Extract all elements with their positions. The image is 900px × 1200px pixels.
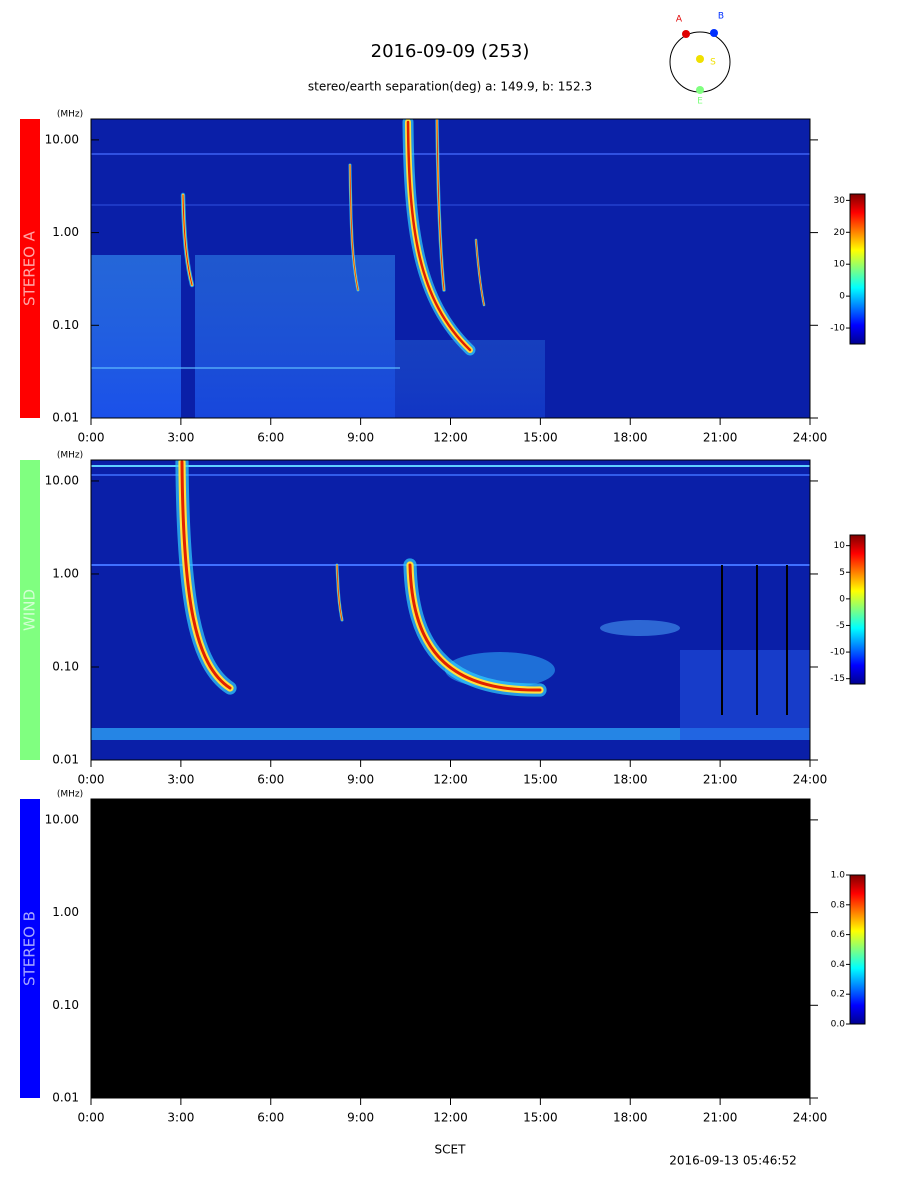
x-tick-label: 21:00 xyxy=(703,773,738,787)
colorbar-tick-label: 0.2 xyxy=(831,990,845,1000)
colorbar-tick-label: -5 xyxy=(836,621,845,631)
colorbar-tick-label: -10 xyxy=(830,324,845,334)
panel-label: STEREO B xyxy=(21,911,39,986)
x-tick-label: 9:00 xyxy=(347,1111,374,1125)
colorbar-tick-label: 30 xyxy=(834,196,846,206)
colorbar-tick-label: -15 xyxy=(830,674,845,684)
panel-label: STEREO A xyxy=(21,230,39,306)
colorbar xyxy=(849,534,866,685)
x-tick-label: 0:00 xyxy=(78,1111,105,1125)
y-tick-label: 0.01 xyxy=(52,1091,79,1105)
y-tick-label: 0.01 xyxy=(52,753,79,767)
haze xyxy=(195,255,395,418)
orbit-point xyxy=(696,86,704,94)
colorbar-tick-label: 0.8 xyxy=(831,900,846,910)
y-tick-label: 10.00 xyxy=(45,132,79,146)
panel-label: WIND xyxy=(21,589,39,631)
x-tick-label: 18:00 xyxy=(613,773,648,787)
panel-label-bar xyxy=(20,460,40,760)
y-unit: (MHz) xyxy=(57,451,83,461)
burst xyxy=(182,194,193,286)
x-tick-label: 12:00 xyxy=(433,431,468,445)
subtitle: stereo/earth separation(deg) a: 149.9, b… xyxy=(308,80,592,94)
orbit-label: S xyxy=(710,58,716,68)
x-tick-label: 0:00 xyxy=(78,773,105,787)
x-tick-label: 6:00 xyxy=(257,431,284,445)
y-tick-label: 0.10 xyxy=(52,318,79,332)
haze xyxy=(91,728,810,740)
x-tick-label: 3:00 xyxy=(167,431,194,445)
burst xyxy=(180,460,232,690)
panel-label-bar xyxy=(20,799,40,1098)
x-tick-label: 3:00 xyxy=(167,773,194,787)
x-tick-label: 18:00 xyxy=(613,431,648,445)
burst xyxy=(406,120,472,352)
orbit-label: E xyxy=(697,97,703,107)
y-tick-label: 1.00 xyxy=(52,225,79,239)
orbit-label: A xyxy=(676,15,683,25)
x-tick-label: 24:00 xyxy=(793,1111,828,1125)
orbit-point xyxy=(710,29,718,37)
y-tick-label: 1.00 xyxy=(52,905,79,919)
colorbar-tick-label: 0.0 xyxy=(831,1020,846,1030)
x-tick-label: 12:00 xyxy=(433,773,468,787)
colorbar xyxy=(849,193,866,345)
orbit-point xyxy=(682,30,690,38)
haze xyxy=(600,620,680,636)
burst xyxy=(475,239,485,306)
colorbar-tick-label: 10 xyxy=(834,260,846,270)
haze xyxy=(680,650,810,740)
y-tick-label: 0.10 xyxy=(52,659,79,673)
colorbar-tick-label: 0.4 xyxy=(831,960,846,970)
colorbar xyxy=(849,874,866,1025)
title: 2016-09-09 (253) xyxy=(371,41,530,62)
orbit-point xyxy=(696,55,704,63)
colorbar-tick-label: 5 xyxy=(839,568,845,578)
decoration xyxy=(91,119,810,418)
panel-label-bar xyxy=(20,119,40,418)
orbit-label: B xyxy=(718,12,724,22)
decoration xyxy=(91,460,810,740)
colorbar-tick-label: 0 xyxy=(839,594,845,604)
y-tick-label: 10.00 xyxy=(45,473,79,487)
x-tick-label: 18:00 xyxy=(613,1111,648,1125)
x-tick-label: 0:00 xyxy=(78,431,105,445)
colorbar-tick-label: 10 xyxy=(834,541,846,551)
haze xyxy=(91,255,181,418)
timestamp: 2016-09-13 05:46:52 xyxy=(669,1154,796,1168)
x-tick-label: 6:00 xyxy=(257,1111,284,1125)
x-tick-label: 6:00 xyxy=(257,773,284,787)
x-tick-label: 15:00 xyxy=(523,773,558,787)
colorbar-tick-label: 20 xyxy=(834,228,846,238)
x-tick-label: 24:00 xyxy=(793,773,828,787)
colorbar-tick-label: 0.6 xyxy=(831,930,846,940)
x-tick-label: 12:00 xyxy=(433,1111,468,1125)
burst xyxy=(408,563,542,692)
burst xyxy=(436,119,445,291)
burst xyxy=(336,564,343,621)
x-tick-label: 9:00 xyxy=(347,431,374,445)
x-tick-label: 3:00 xyxy=(167,1111,194,1125)
y-unit: (MHz) xyxy=(57,110,83,120)
colorbar-tick-label: -10 xyxy=(830,648,845,658)
x-tick-label: 21:00 xyxy=(703,1111,738,1125)
y-tick-label: 1.00 xyxy=(52,566,79,580)
x-tick-label: 15:00 xyxy=(523,431,558,445)
plot-background xyxy=(91,799,810,1098)
x-tick-label: 15:00 xyxy=(523,1111,558,1125)
burst xyxy=(349,164,359,291)
y-tick-label: 0.01 xyxy=(52,411,79,425)
x-tick-label: 24:00 xyxy=(793,431,828,445)
x-tick-label: 9:00 xyxy=(347,773,374,787)
y-unit: (MHz) xyxy=(57,790,83,800)
x-tick-label: 21:00 xyxy=(703,431,738,445)
x-axis-label: SCET xyxy=(435,1143,467,1157)
colorbar-tick-label: 0 xyxy=(839,292,845,302)
y-tick-label: 0.10 xyxy=(52,998,79,1012)
y-tick-label: 10.00 xyxy=(45,812,79,826)
colorbar-tick-label: 1.0 xyxy=(831,871,846,881)
